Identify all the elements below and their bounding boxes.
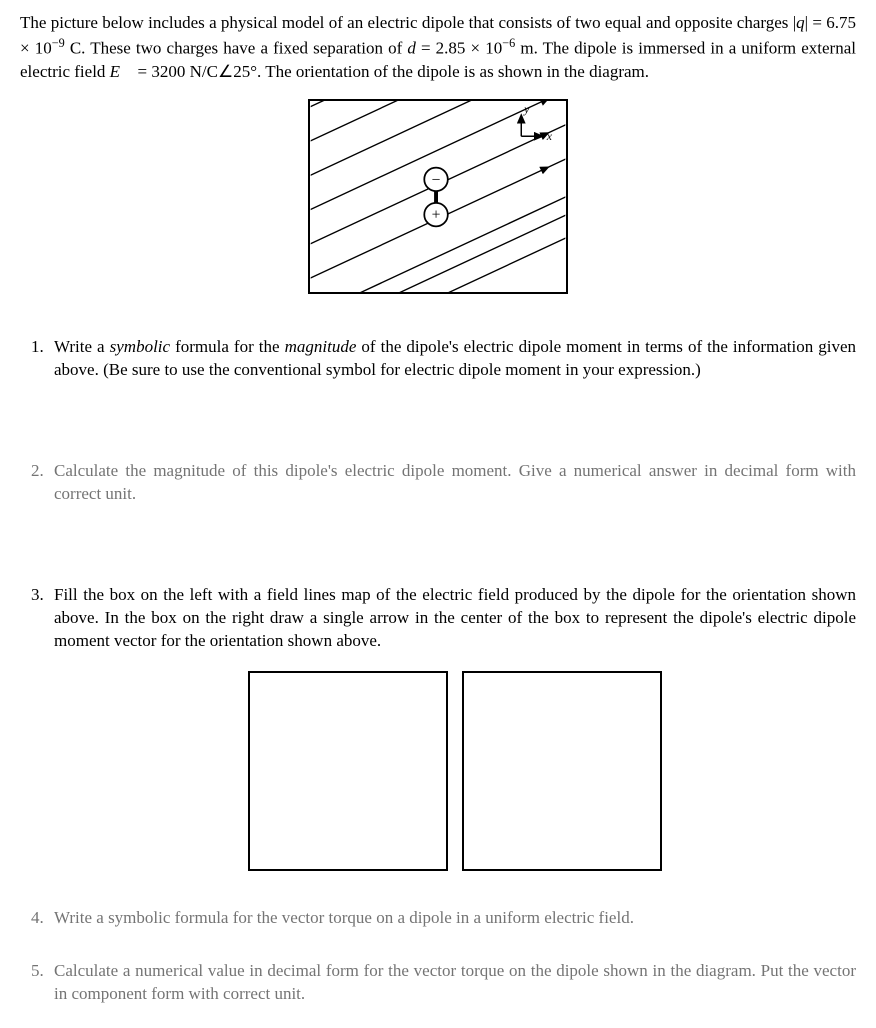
question-3: Fill the box on the left with a field li… xyxy=(48,584,856,871)
intro-exp-2: −6 xyxy=(502,36,515,50)
intro-text-4: = 2.85 × 10 xyxy=(416,39,502,58)
intro-q-var: q xyxy=(796,13,805,32)
q1-emph-magnitude: magnitude xyxy=(285,337,357,356)
svg-text:−: − xyxy=(432,172,441,189)
q3-text: Fill the box on the left with a field li… xyxy=(54,585,856,650)
svg-text:y: y xyxy=(523,103,530,116)
intro-E-var: E⃗ xyxy=(110,62,134,81)
question-2: Calculate the magnitude of this dipole's… xyxy=(48,460,856,506)
dipole-field-diagram: − + x y xyxy=(308,99,568,294)
dipole-moment-vector-box xyxy=(462,671,662,871)
question-list: Write a symbolic formula for the magnitu… xyxy=(20,336,856,1005)
intro-text-3: C. These two charges have a fixed separa… xyxy=(65,39,408,58)
question-4: Write a symbolic formula for the vector … xyxy=(48,907,856,930)
svg-text:x: x xyxy=(546,131,553,144)
q1-part1: Write a xyxy=(54,337,110,356)
q1-emph-symbolic: symbolic xyxy=(110,337,170,356)
problem-statement: The picture below includes a physical mo… xyxy=(20,12,856,83)
main-diagram-container: − + x y xyxy=(20,99,856,294)
intro-d-var: d xyxy=(407,39,416,58)
question-1: Write a symbolic formula for the magnitu… xyxy=(48,336,856,382)
intro-text-1: The picture below includes a physical mo… xyxy=(20,13,796,32)
q1-part2: formula for the xyxy=(170,337,285,356)
intro-text-6: = 3200 N/C∠25°. The orientation of the d… xyxy=(133,62,649,81)
question-5: Calculate a numerical value in decimal f… xyxy=(48,960,856,1006)
answer-boxes-row xyxy=(54,671,856,871)
intro-exp-1: −9 xyxy=(52,36,65,50)
svg-text:+: + xyxy=(432,207,441,224)
field-lines-box xyxy=(248,671,448,871)
